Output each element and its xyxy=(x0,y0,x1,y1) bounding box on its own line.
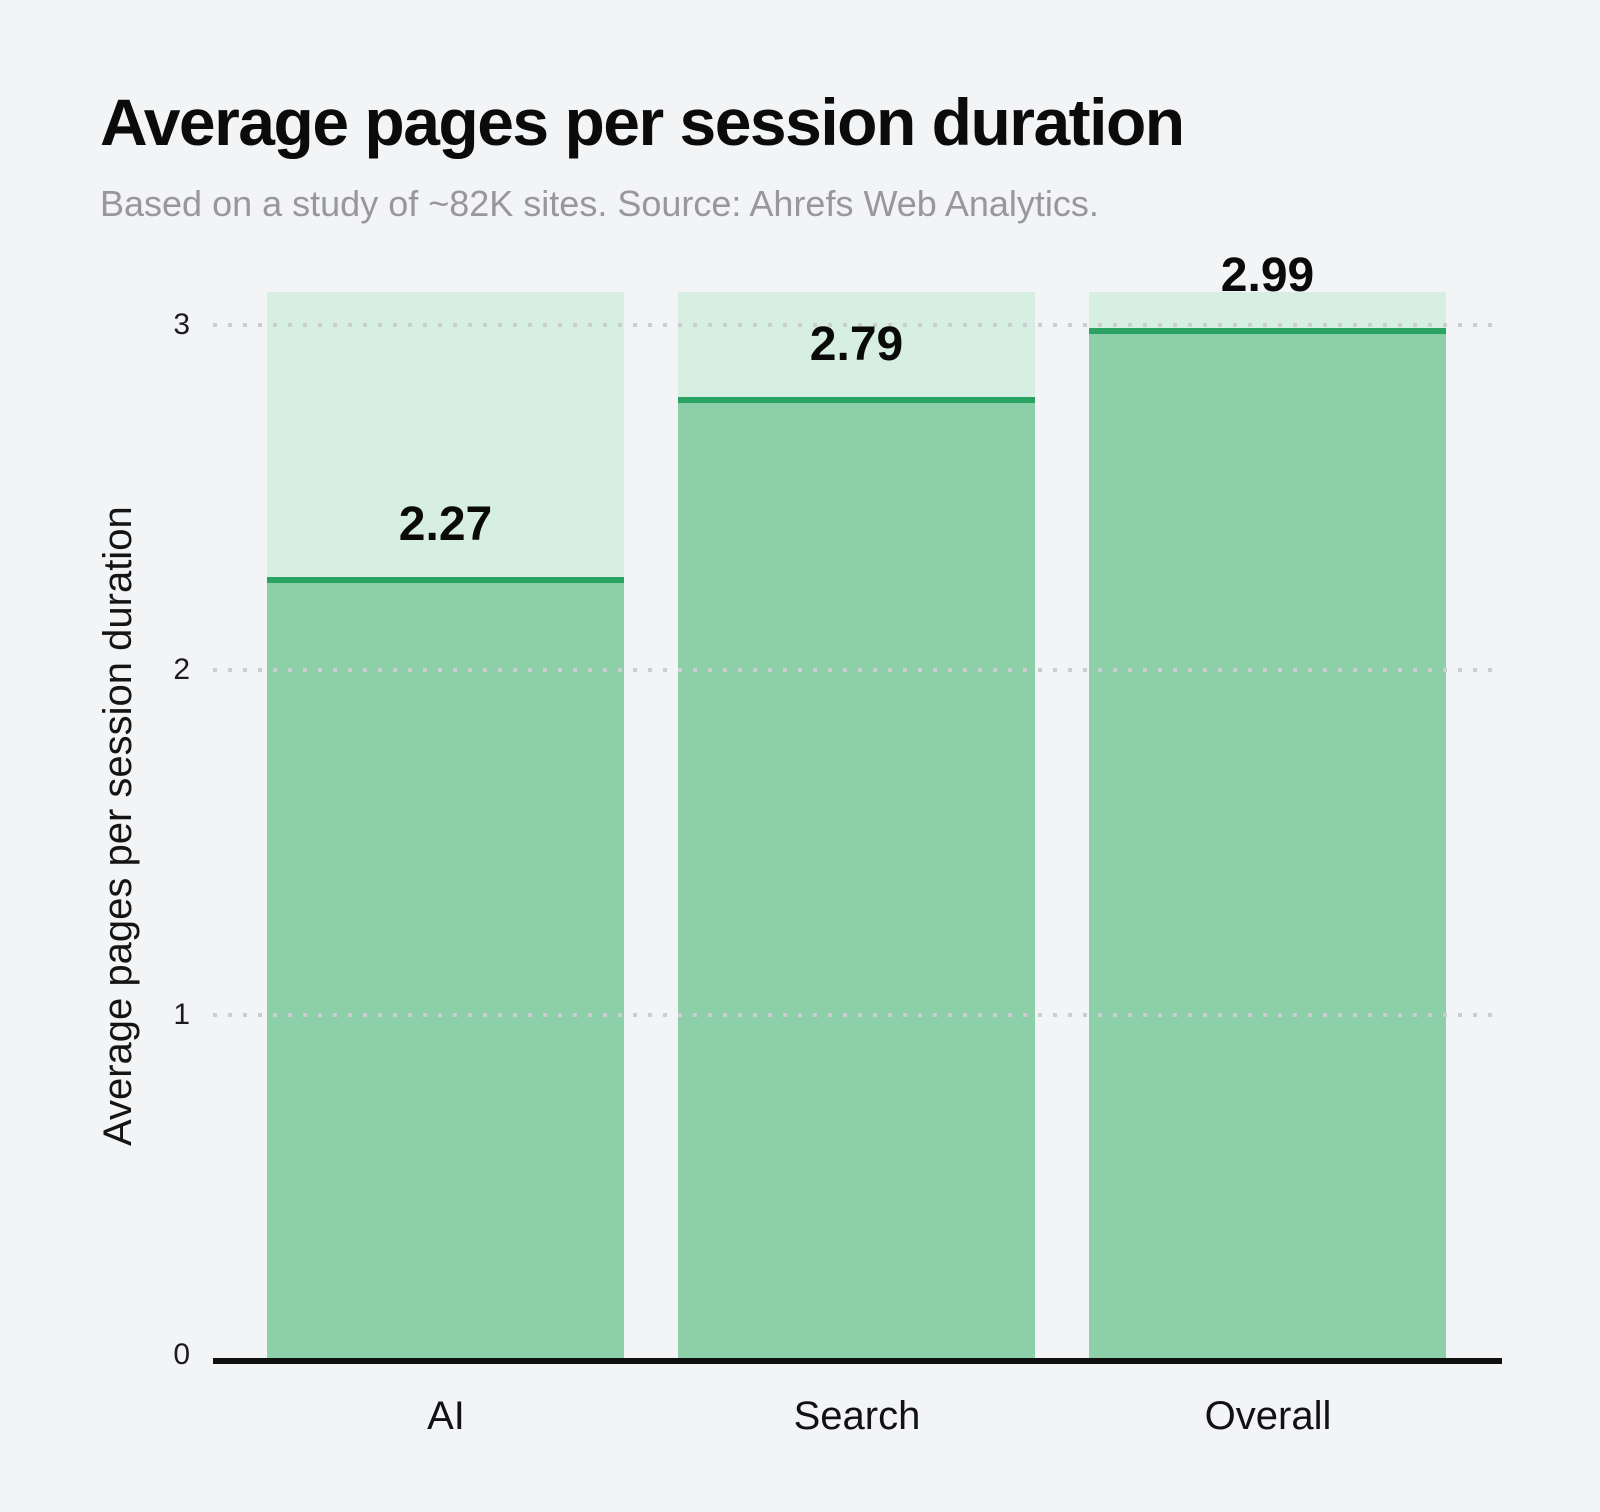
bar-ai-value-label: 2.27 xyxy=(398,498,493,551)
bar-ai: 2.27 xyxy=(267,292,624,1360)
y-axis-title: Average pages per session duration xyxy=(96,506,140,1146)
bar-ai-fill xyxy=(267,577,624,1360)
chart-title: Average pages per session duration xyxy=(100,85,1185,159)
bar-overall-value-label: 2.99 xyxy=(1220,249,1315,302)
bar-search: 2.79 xyxy=(678,292,1035,1360)
bar-search-fill xyxy=(678,397,1035,1360)
plot-area: 2.27 2.79 2.99 xyxy=(213,252,1502,1360)
x-tick-search: Search xyxy=(793,1394,921,1438)
gridline-3 xyxy=(213,323,1502,327)
y-tick-1: 1 xyxy=(173,998,190,1031)
gridline-2 xyxy=(213,668,1502,672)
chart-subtitle: Based on a study of ~82K sites. Source: … xyxy=(100,183,1099,224)
bar-search-value-label: 2.79 xyxy=(809,318,904,371)
y-tick-2: 2 xyxy=(173,653,190,686)
x-axis-line xyxy=(213,1358,1502,1364)
x-tick-ai: AI xyxy=(427,1394,465,1438)
y-tick-0: 0 xyxy=(173,1338,190,1371)
y-tick-3: 3 xyxy=(173,308,190,341)
gridline-1 xyxy=(213,1013,1502,1017)
bar-overall: 2.99 xyxy=(1089,252,1446,1360)
bar-overall-fill xyxy=(1089,328,1446,1360)
x-tick-overall: Overall xyxy=(1204,1394,1332,1438)
